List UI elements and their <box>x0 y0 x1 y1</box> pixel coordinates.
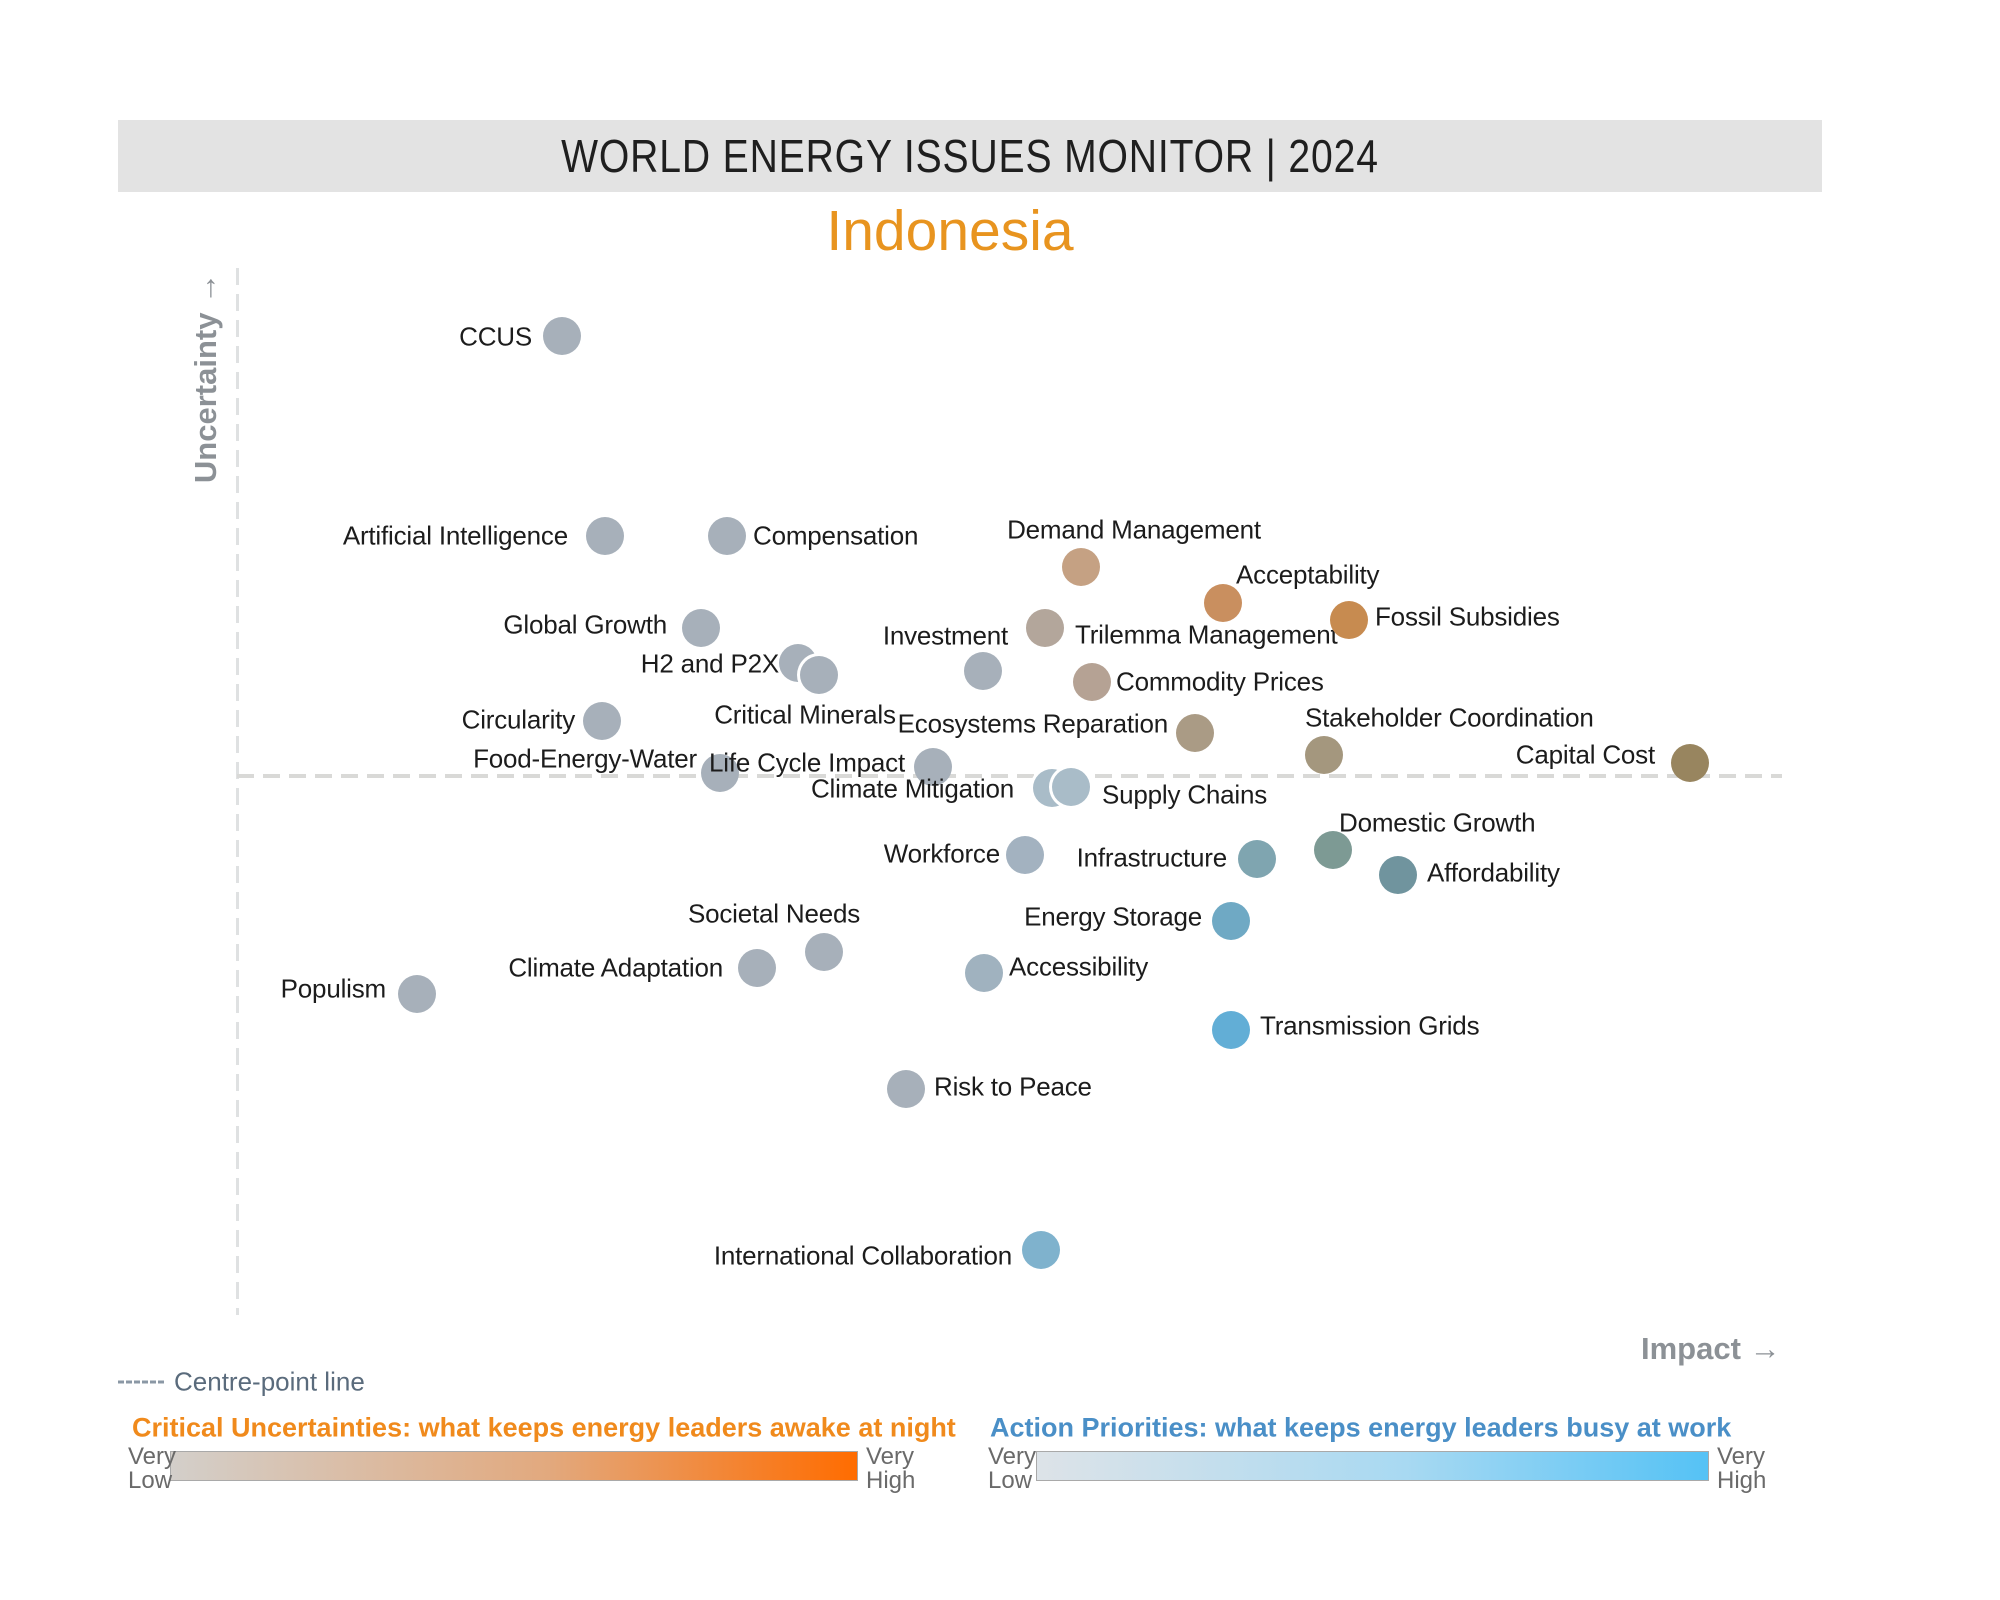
bubble-global-growth[interactable] <box>682 609 720 647</box>
point-label-domestic-growth: Domestic Growth <box>1339 807 1536 838</box>
point-label-stakeholder-coordination: Stakeholder Coordination <box>1305 702 1594 733</box>
country-subtitle: Indonesia <box>826 199 1074 263</box>
action-scale-max: Very High <box>1717 1445 1766 1493</box>
action-scale-max-line1: Very <box>1717 1443 1766 1470</box>
bubble-ecosystems-reparation[interactable] <box>1176 714 1214 752</box>
point-label-food-energy-water: Food-Energy-Water <box>473 743 697 774</box>
point-label-trilemma-management: Trilemma Management <box>1075 619 1338 650</box>
point-label-climate-adaptation: Climate Adaptation <box>508 952 723 983</box>
critical-scale-min-line1: Very <box>128 1443 177 1470</box>
page-title: WORLD ENERGY ISSUES MONITOR | 2024 <box>561 130 1379 182</box>
point-label-accessibility: Accessibility <box>1009 951 1148 982</box>
point-label-affordability: Affordability <box>1427 857 1560 888</box>
critical-uncertainties-gradient-bar <box>170 1451 858 1481</box>
bubble-investment[interactable] <box>964 652 1002 690</box>
bubble-risk-to-peace[interactable] <box>887 1070 925 1108</box>
critical-scale-min: Very Low <box>128 1445 176 1493</box>
centre-point-line <box>237 774 1782 778</box>
bubble-circularity[interactable] <box>583 702 621 740</box>
point-label-infrastructure: Infrastructure <box>1076 842 1228 873</box>
point-label-workforce: Workforce <box>883 838 1000 869</box>
point-label-climate-mitigation: Climate Mitigation <box>810 773 1014 804</box>
point-label-capital-cost: Capital Cost <box>1515 739 1655 770</box>
point-label-ecosystems-reparation: Ecosystems Reparation <box>897 708 1169 739</box>
bubble-populism[interactable] <box>398 975 436 1013</box>
action-scale-min-line1: Very <box>988 1443 1037 1470</box>
point-label-demand-management: Demand Management <box>1007 514 1261 545</box>
bubble-international-collaboration[interactable] <box>1022 1231 1060 1269</box>
point-label-commodity-prices: Commodity Prices <box>1116 666 1324 697</box>
bubble-demand-management[interactable] <box>1062 548 1100 586</box>
point-label-life-cycle-impact: Life Cycle Impact <box>708 747 905 778</box>
point-label-fossil-subsidies: Fossil Subsidies <box>1375 601 1560 632</box>
critical-scale-max-line2: High <box>866 1467 916 1494</box>
point-label-societal-needs: Societal Needs <box>687 898 861 929</box>
action-priorities-heading: Action Priorities: what keeps energy lea… <box>990 1412 1732 1443</box>
point-label-energy-storage: Energy Storage <box>1024 901 1202 932</box>
bubble-accessibility[interactable] <box>965 954 1003 992</box>
centre-point-legend: Centre-point line <box>118 1367 365 1398</box>
bubble-infrastructure[interactable] <box>1238 840 1276 878</box>
bubble-workforce[interactable] <box>1006 836 1044 874</box>
critical-scale-min-line2: Low <box>128 1467 173 1494</box>
point-label-critical-minerals: Critical Minerals <box>714 699 896 730</box>
point-label-compensation: Compensation <box>753 520 919 551</box>
point-label-international-collaboration: International Collaboration <box>713 1240 1012 1271</box>
bubble-affordability[interactable] <box>1379 856 1417 894</box>
bubble-compensation[interactable] <box>708 517 746 555</box>
centre-point-legend-label: Centre-point line <box>174 1366 365 1397</box>
point-label-supply-chains: Supply Chains <box>1102 779 1268 810</box>
bubble-societal-needs[interactable] <box>805 933 843 971</box>
point-label-h2-and-p2x: H2 and P2X <box>640 648 779 679</box>
point-label-investment: Investment <box>882 620 1008 651</box>
bubble-stakeholder-coordination[interactable] <box>1305 736 1343 774</box>
critical-scale-max: Very High <box>866 1445 915 1493</box>
point-label-risk-to-peace: Risk to Peace <box>934 1071 1092 1102</box>
point-label-transmission-grids: Transmission Grids <box>1260 1010 1480 1041</box>
bubble-acceptability[interactable] <box>1204 584 1242 622</box>
action-scale-max-line2: High <box>1717 1467 1767 1494</box>
point-label-artificial-intelligence: Artificial Intelligence <box>342 520 568 551</box>
point-label-populism: Populism <box>280 973 387 1004</box>
critical-scale-max-line1: Very <box>866 1443 915 1470</box>
point-label-global-growth: Global Growth <box>503 609 667 640</box>
y-axis-dashed-line <box>236 268 239 1315</box>
bubble-artificial-intelligence[interactable] <box>586 517 624 555</box>
bubble-life-cycle-impact[interactable] <box>914 748 952 786</box>
action-scale-min-line2: Low <box>988 1467 1033 1494</box>
bubble-supply-chains[interactable] <box>1052 768 1090 806</box>
bubble-ccus[interactable] <box>543 317 581 355</box>
bubble-food-energy-water[interactable] <box>701 754 739 792</box>
x-axis-label: Impact → <box>1641 1331 1781 1366</box>
bubble-capital-cost[interactable] <box>1671 744 1709 782</box>
centre-point-dash-sample <box>118 1380 164 1384</box>
action-priorities-gradient-bar <box>1036 1451 1709 1481</box>
point-label-circularity: Circularity <box>461 704 576 735</box>
action-scale-min: Very Low <box>988 1445 1036 1493</box>
point-label-acceptability: Acceptability <box>1236 559 1380 590</box>
bubble-critical-minerals[interactable] <box>800 656 838 694</box>
title-banner: WORLD ENERGY ISSUES MONITOR | 2024 <box>118 120 1822 192</box>
bubble-climate-adaptation[interactable] <box>738 949 776 987</box>
y-axis-label: Uncertainty → <box>188 272 223 484</box>
bubble-energy-storage[interactable] <box>1212 902 1250 940</box>
critical-uncertainties-heading: Critical Uncertainties: what keeps energ… <box>132 1412 956 1443</box>
point-label-ccus: CCUS <box>459 321 532 352</box>
bubble-commodity-prices[interactable] <box>1073 663 1111 701</box>
bubble-fossil-subsidies[interactable] <box>1330 601 1368 639</box>
bubble-trilemma-management[interactable] <box>1026 609 1064 647</box>
bubble-domestic-growth[interactable] <box>1314 831 1352 869</box>
bubble-transmission-grids[interactable] <box>1212 1011 1250 1049</box>
